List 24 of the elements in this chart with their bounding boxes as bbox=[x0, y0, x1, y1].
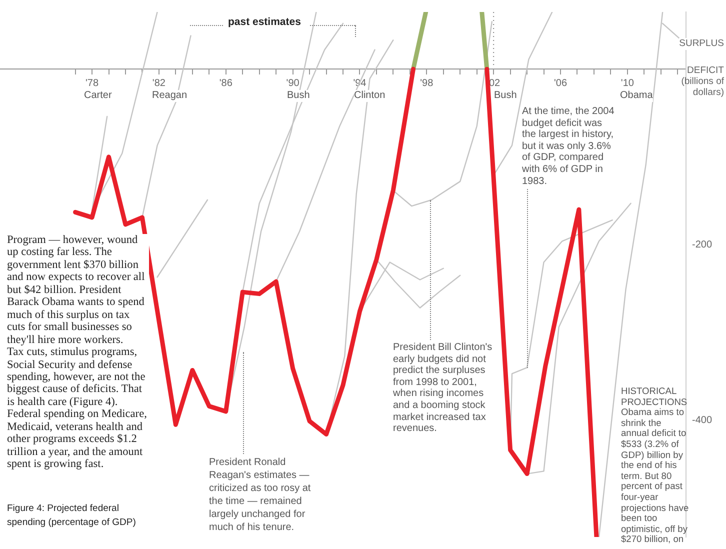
x-tick-label: '98 bbox=[420, 78, 434, 89]
annotation: President Bill Clinton's early budgets did not predict the surpluses from 1998 to 2001, when rising incomes and a booming stock market increased tax revenues. bbox=[393, 342, 493, 435]
annotation: President Ronald Reagan's estimates — criticized as too rosy at the time — remained largely unchanged for much of his tenure. bbox=[209, 456, 321, 534]
y-tick-label: -200 bbox=[692, 239, 712, 250]
annotation: At the time, the 2004 budget deficit was the largest in history, but it was only 3.6% of GDP, compared with 6% of GDP in 1983. bbox=[522, 106, 618, 188]
annotation: Clinton bbox=[354, 90, 386, 102]
x-tick-label: '86 bbox=[219, 78, 233, 89]
y-tick-label: -400 bbox=[692, 414, 712, 426]
annotation: Obama bbox=[620, 90, 653, 102]
annotation: Reagan bbox=[152, 90, 188, 102]
x-tick-label: '78 bbox=[86, 78, 99, 89]
annotation: SURPLUS bbox=[679, 38, 724, 50]
annotation: Figure 4: Projected federal spending (percentage of GDP) bbox=[7, 502, 147, 530]
x-tick-label: '10 bbox=[620, 78, 634, 89]
text: Program — however, wound up costing far less. The government lent $370 billion and now expects to recover all but $42 billion. President Barack Obama wants to spend much of this surplus on tax cuts for small businesses so they'll hire more workers. Tax cuts, stimulus programs, Social Security and defense spending, however, are not the biggest cause of deficits. That is health care (Figure 4). Federal spending on Medicare, Medicaid, veterans health and other programs exceeds $1.2 trillion a year, and the amount spent is growing fast. bbox=[7, 234, 147, 470]
annotation: Carter bbox=[84, 90, 112, 102]
annotation: Bush bbox=[287, 90, 310, 102]
text: HISTORICAL PROJECTIONS Obama aims to shrink the annual deficit to $533 (3.2% of GDP) billion by the end of his term. But 80 percent of past four-year projections have been too optimistic, off by $270 billion, on bbox=[621, 386, 689, 544]
x-tick-label: '90 bbox=[286, 78, 300, 89]
x-tick-label: '82 bbox=[152, 78, 166, 89]
annotation: past estimates bbox=[226, 16, 303, 29]
x-tick-label: '06 bbox=[554, 78, 568, 89]
y-axis-title: DEFICIT (billions of dollars) bbox=[680, 65, 724, 98]
annotation: Bush bbox=[494, 90, 517, 102]
